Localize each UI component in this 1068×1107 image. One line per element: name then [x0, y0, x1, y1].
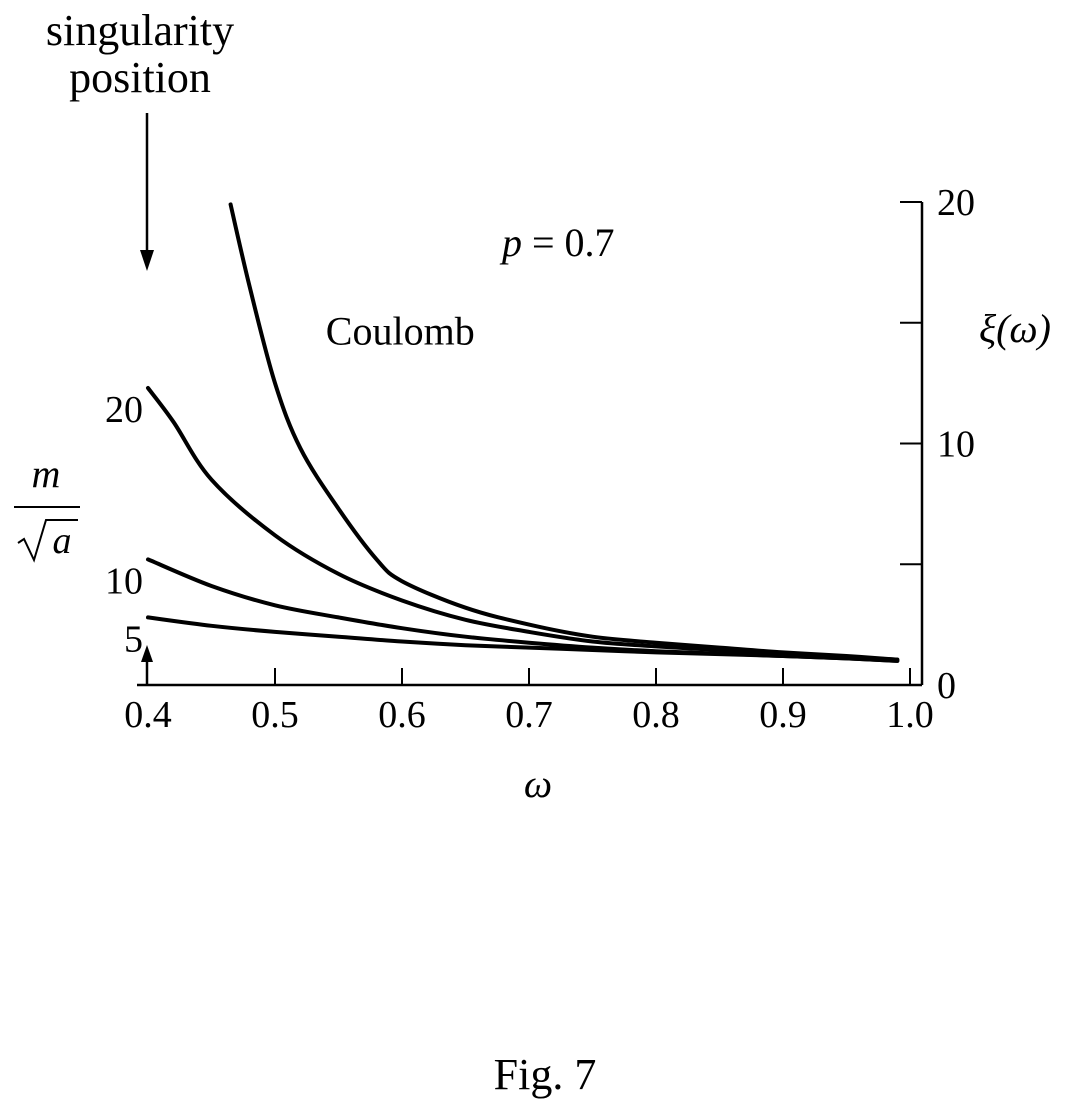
radical-sign-icon — [17, 519, 78, 563]
legend-variable-numerator: m — [32, 451, 61, 496]
series-line-coulomb — [228, 202, 900, 662]
curves — [146, 202, 900, 663]
series-labels: Coulomb 20 10 5 — [105, 308, 475, 660]
singularity-down-arrow — [140, 113, 154, 271]
x-tick-label: 0.7 — [505, 694, 553, 736]
series-line-5 — [146, 615, 900, 663]
legend-variable: m a — [14, 451, 80, 563]
axes — [137, 202, 924, 687]
series-label-coulomb: Coulomb — [326, 308, 475, 353]
series-label-10: 10 — [105, 560, 143, 602]
y-tick-label: 20 — [937, 182, 975, 224]
x-tick-label: 0.6 — [378, 694, 426, 736]
y-ticks: 0 10 20 — [900, 182, 975, 707]
x-axis-label: ω — [524, 761, 552, 806]
y-axis-label: ξ(ω) — [979, 306, 1051, 351]
x-tick-label: 0.8 — [632, 694, 680, 736]
series-line-20 — [146, 386, 900, 662]
x-ticks: 0.4 0.5 0.6 0.7 0.8 0.9 1.0 — [124, 668, 934, 736]
x-tick-label: 0.9 — [759, 694, 807, 736]
series-label-20: 20 — [105, 389, 143, 431]
y-tick-label: 10 — [937, 424, 975, 466]
x-tick-label: 0.4 — [124, 694, 172, 736]
y-tick-label: 0 — [937, 665, 956, 707]
x-tick-label: 1.0 — [886, 694, 934, 736]
singularity-annotation-line1: singularity — [46, 6, 234, 55]
series-label-5: 5 — [124, 618, 143, 660]
parameter-label: p = 0.7 — [499, 220, 615, 265]
legend-variable-denominator: a — [53, 520, 72, 562]
singularity-annotation-line2: position — [69, 53, 211, 102]
singularity-up-arrow — [141, 645, 153, 684]
x-tick-label: 0.5 — [251, 694, 299, 736]
figure-caption: Fig. 7 — [494, 1050, 597, 1099]
